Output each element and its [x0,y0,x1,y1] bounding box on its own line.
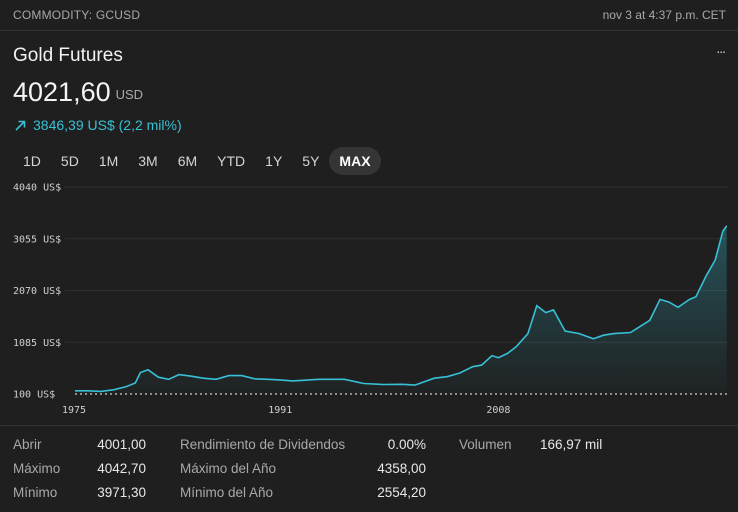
price-change: 3846,39 US$ (2,2 mil%) [14,117,182,133]
y-tick-label: 2070 US$ [13,286,61,297]
range-5y[interactable]: 5Y [302,153,320,169]
instrument-title: Gold Futures [13,45,123,66]
price-line [75,225,728,393]
stat-low-value: 3971,30 [97,485,146,500]
stat-volume-value: 166,97 mil [540,437,603,452]
y-tick-label: 1085 US$ [13,338,61,349]
price-chart[interactable]: 4040 US$3055 US$2070 US$1085 US$100 US$ … [0,175,738,425]
stat-year-low-value: 2554,20 [377,485,426,500]
range-max[interactable]: MAX [329,147,381,175]
y-tick-label: 4040 US$ [13,183,61,194]
top-bar: COMMODITY: GCUSD nov 3 at 4:37 p.m. CET [0,0,738,31]
range-1d[interactable]: 1D [23,153,41,169]
stat-year-high-value: 4358,00 [377,461,426,476]
range-6m[interactable]: 6M [177,153,198,169]
price-area [75,225,727,394]
stat-open-value: 4001,00 [97,437,146,452]
stat-low-label: Mínimo [13,485,58,500]
change-value: 3846,39 US$ (2,2 mil%) [33,117,182,133]
price-value: 4021,60 [13,77,111,107]
stat-high-value: 4042,70 [97,461,146,476]
stat-year-high-label: Máximo del Año [180,461,277,476]
range-ytd[interactable]: YTD [217,153,246,169]
timestamp: nov 3 at 4:37 p.m. CET [602,8,726,22]
x-tick-label: 2008 [486,405,510,416]
arrow-up-right-icon [15,120,26,131]
stat-volume-label: Volumen [459,437,512,452]
stat-open-label: Abrir [13,437,42,452]
stat-high-label: Máximo [13,461,61,476]
range-selector: 1D 5D 1M 3M 6M YTD 1Y 5Y MAX [13,147,381,175]
stat-year-low-label: Mínimo del Año [180,485,274,500]
range-1y[interactable]: 1Y [265,153,283,169]
price-currency: USD [115,87,144,102]
y-tick-label: 3055 US$ [13,234,61,245]
more-options-icon[interactable]: ... [716,40,726,56]
range-3m[interactable]: 3M [138,153,158,169]
x-tick-label: 1991 [268,405,292,416]
price-display: 4021,60 USD [13,77,143,108]
stat-dividend-value: 0.00% [387,437,426,452]
x-tick-label: 1975 [62,405,86,416]
stat-dividend-label: Rendimiento de Dividendos [180,437,346,452]
symbol-label: COMMODITY: GCUSD [13,8,141,22]
range-5d[interactable]: 5D [60,153,79,169]
y-tick-label: 100 US$ [13,390,55,401]
stats-panel: Abrir 4001,00 Máximo 4042,70 Mínimo 3971… [0,425,738,512]
range-1m[interactable]: 1M [98,153,119,169]
